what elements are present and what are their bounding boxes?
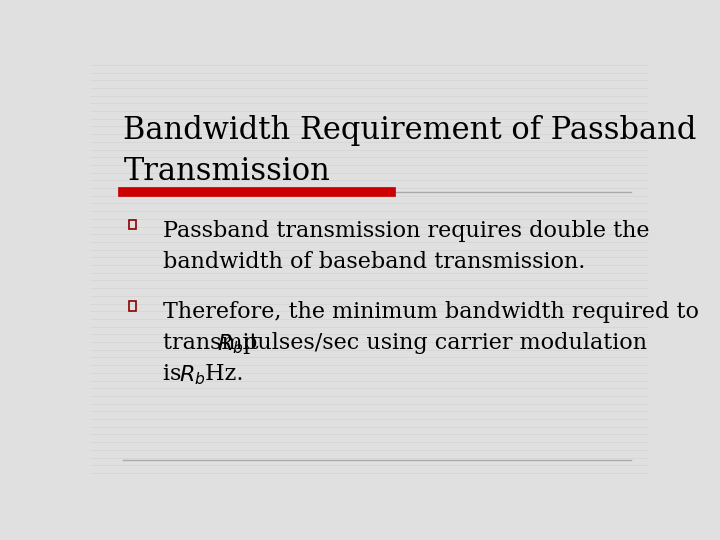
Text: Passband transmission requires double the: Passband transmission requires double th… — [163, 220, 649, 242]
Text: Bandwidth Requirement of Passband: Bandwidth Requirement of Passband — [124, 114, 697, 146]
Text: transmit: transmit — [163, 332, 265, 354]
Text: Hz.: Hz. — [198, 363, 243, 386]
Text: $R_b$: $R_b$ — [217, 332, 244, 356]
Text: Transmission: Transmission — [124, 156, 330, 187]
Text: is: is — [163, 363, 188, 386]
Text: pulses/sec using carrier modulation: pulses/sec using carrier modulation — [235, 332, 647, 354]
Text: bandwidth of baseband transmission.: bandwidth of baseband transmission. — [163, 251, 585, 273]
Text: Therefore, the minimum bandwidth required to: Therefore, the minimum bandwidth require… — [163, 301, 698, 323]
Text: $R_b$: $R_b$ — [179, 363, 206, 387]
